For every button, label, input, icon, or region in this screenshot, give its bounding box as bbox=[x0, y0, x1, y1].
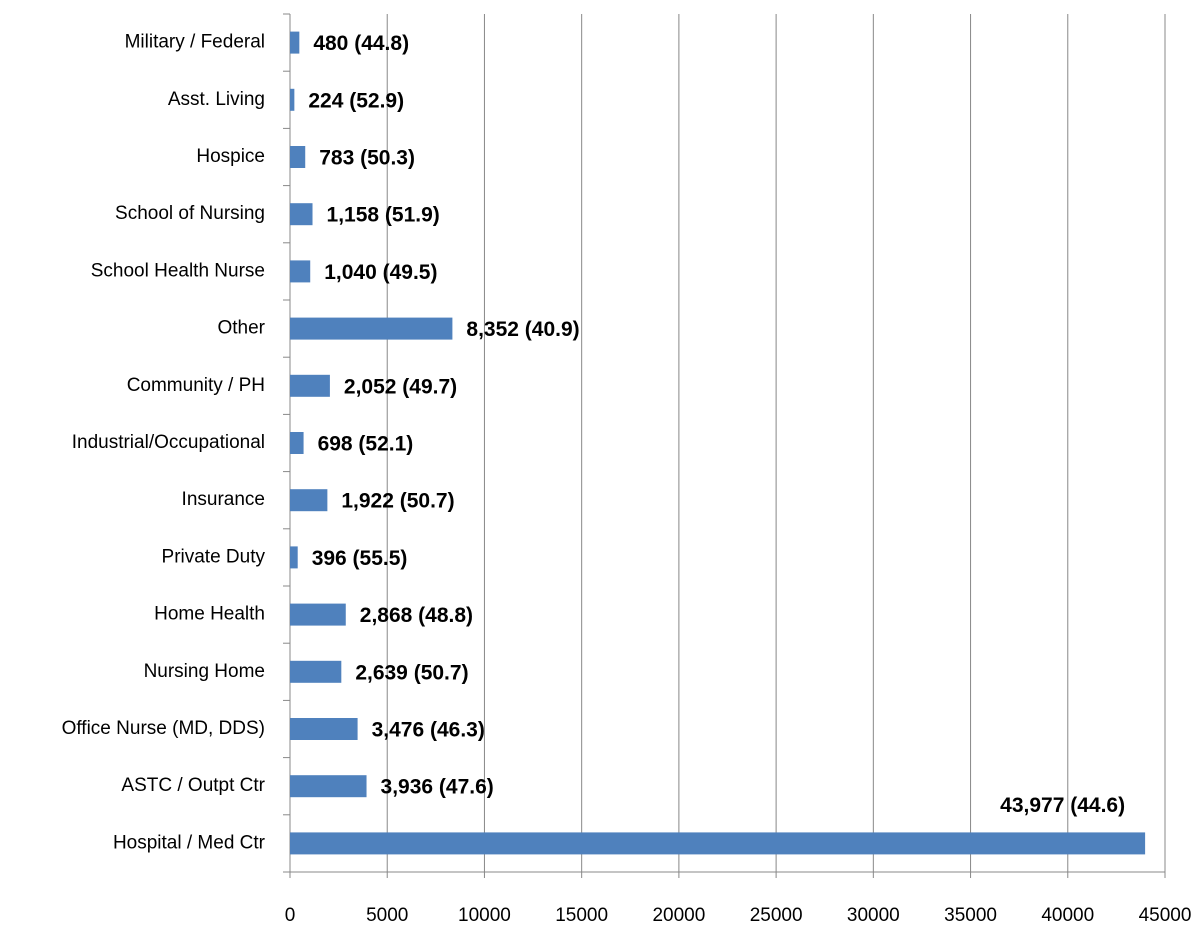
y-tick-label: Hospice bbox=[196, 146, 265, 167]
y-tick-label: ASTC / Outpt Ctr bbox=[121, 775, 265, 796]
y-tick-label: Office Nurse (MD, DDS) bbox=[62, 718, 265, 739]
bar bbox=[290, 88, 295, 111]
x-tick-label: 25000 bbox=[750, 905, 803, 925]
data-label: 1,158 (51.9) bbox=[327, 204, 440, 227]
bar bbox=[290, 660, 342, 683]
data-label: 224 (52.9) bbox=[308, 89, 404, 112]
bar bbox=[290, 832, 1146, 855]
x-tick-label: 35000 bbox=[944, 905, 997, 925]
bar bbox=[290, 546, 298, 569]
data-label: 3,476 (46.3) bbox=[372, 719, 485, 742]
bar bbox=[290, 432, 304, 454]
y-tick-label: Insurance bbox=[182, 489, 265, 510]
data-label: 698 (52.1) bbox=[318, 433, 414, 456]
x-tick-label: 30000 bbox=[847, 905, 900, 925]
bar bbox=[290, 603, 346, 626]
data-label: 1,040 (49.5) bbox=[324, 261, 437, 284]
x-tick-label: 15000 bbox=[555, 905, 608, 925]
x-tick-label: 0 bbox=[285, 905, 296, 925]
bar bbox=[290, 203, 313, 226]
y-tick-label: School of Nursing bbox=[115, 203, 265, 224]
x-tick-label: 45000 bbox=[1139, 905, 1192, 925]
y-tick-label: Community / PH bbox=[127, 375, 265, 396]
data-label: 783 (50.3) bbox=[319, 147, 415, 170]
y-tick-label: Private Duty bbox=[162, 546, 266, 567]
bar bbox=[290, 489, 328, 512]
data-label: 480 (44.8) bbox=[313, 32, 409, 55]
data-label: 2,052 (49.7) bbox=[344, 375, 457, 398]
bar bbox=[290, 374, 330, 397]
data-label: 396 (55.5) bbox=[312, 547, 408, 570]
bar bbox=[290, 31, 300, 54]
data-label: 8,352 (40.9) bbox=[466, 318, 579, 341]
data-label: 2,868 (48.8) bbox=[360, 604, 473, 627]
x-tick-label: 20000 bbox=[652, 905, 705, 925]
y-tick-label: Asst. Living bbox=[168, 89, 265, 110]
y-tick-label: School Health Nurse bbox=[91, 260, 265, 281]
bar bbox=[290, 718, 358, 740]
bar bbox=[290, 775, 367, 798]
y-tick-label: Other bbox=[217, 318, 265, 339]
data-label: 1,922 (50.7) bbox=[341, 490, 454, 513]
data-label: 2,639 (50.7) bbox=[355, 661, 468, 684]
y-tick-label: Nursing Home bbox=[144, 661, 265, 682]
x-tick-label: 10000 bbox=[458, 905, 511, 925]
data-label: 43,977 (44.6) bbox=[1000, 794, 1125, 817]
data-label: 3,936 (47.6) bbox=[381, 776, 494, 799]
bar bbox=[290, 317, 453, 340]
bar bbox=[290, 260, 311, 283]
y-tick-label: Home Health bbox=[154, 604, 265, 625]
y-tick-label: Hospital / Med Ctr bbox=[113, 832, 266, 853]
y-tick-label: Military / Federal bbox=[125, 32, 265, 53]
x-tick-label: 5000 bbox=[366, 905, 408, 925]
y-tick-label: Industrial/Occupational bbox=[72, 432, 265, 453]
bar bbox=[290, 146, 306, 168]
x-tick-label: 40000 bbox=[1041, 905, 1094, 925]
